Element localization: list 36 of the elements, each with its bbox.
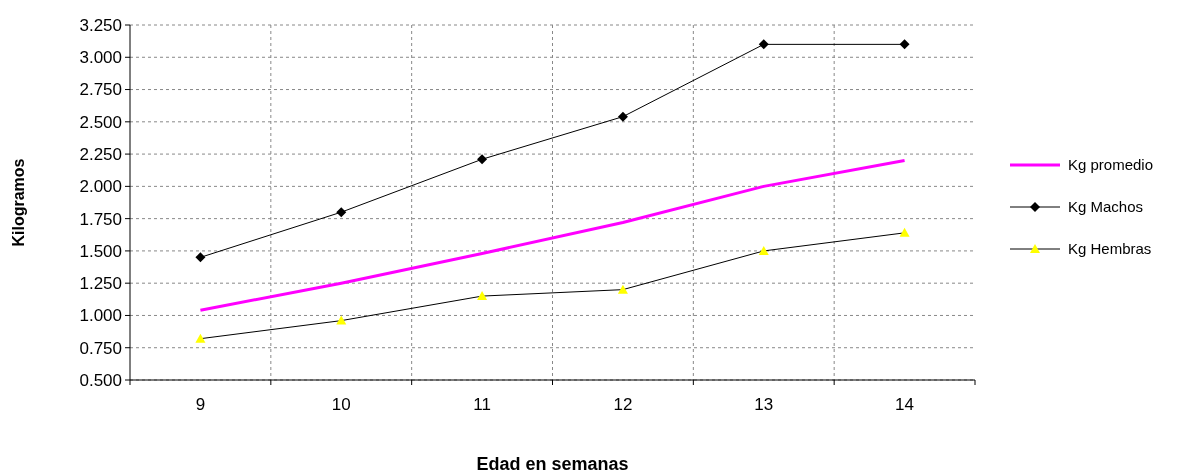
- x-tick-label: 14: [895, 395, 915, 414]
- x-tick-label: 10: [331, 395, 351, 414]
- legend-label: Kg Machos: [1068, 198, 1144, 216]
- point: [899, 39, 910, 50]
- point: [617, 111, 628, 122]
- legend-label: Kg Hembras: [1068, 240, 1152, 258]
- point: [477, 154, 488, 165]
- y-tick-label: 2.250: [79, 145, 122, 165]
- y-tick-label: 2.750: [79, 80, 122, 100]
- y-tick-label: 1.250: [79, 274, 122, 294]
- y-tick-label: 0.750: [79, 338, 122, 358]
- y-tick-label: 3.250: [79, 15, 122, 35]
- y-tick-label: 0.500: [79, 370, 122, 390]
- y-tick-label: 1.500: [79, 241, 122, 261]
- x-tick-label: 11: [473, 395, 491, 414]
- point: [758, 39, 769, 50]
- point: [336, 207, 347, 218]
- x-tick-label: 12: [613, 395, 633, 414]
- point: [617, 284, 628, 294]
- y-tick-label: 1.750: [79, 209, 122, 229]
- y-tick-label: 3.000: [79, 48, 122, 68]
- x-axis-title: Edad en semanas: [476, 454, 629, 474]
- point: [195, 252, 206, 263]
- point: [336, 315, 347, 325]
- y-tick-label: 2.500: [79, 112, 122, 132]
- point: [758, 245, 769, 255]
- x-tick-label: 13: [754, 395, 774, 414]
- x-tick-label: 9: [195, 395, 206, 414]
- point: [899, 227, 910, 237]
- y-axis-title: Kilogramos: [10, 158, 27, 247]
- line-series: [198, 159, 907, 312]
- y-tick-label: 1.000: [79, 306, 122, 326]
- point: [195, 333, 206, 343]
- legend-label: Kg promedio: [1068, 156, 1154, 174]
- y-tick-label: 2.000: [79, 177, 122, 197]
- point: [477, 291, 488, 301]
